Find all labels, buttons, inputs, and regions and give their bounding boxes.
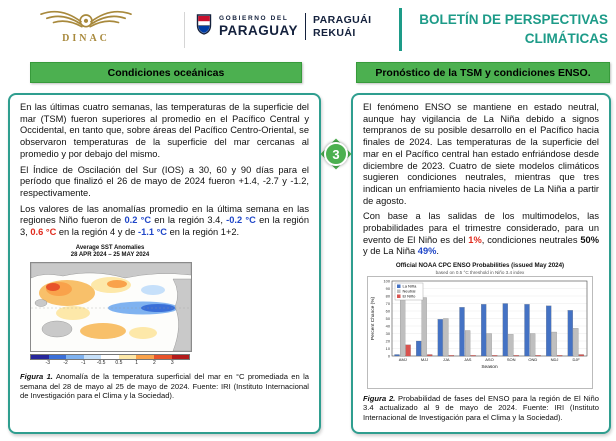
paragraph-enso-probabilities: Con base a las salidas de los multimodel… — [363, 211, 599, 257]
svg-text:OND: OND — [528, 357, 537, 362]
svg-text:Neutral: Neutral — [403, 288, 416, 293]
svg-text:10: 10 — [386, 345, 391, 350]
svg-text:0: 0 — [388, 353, 391, 358]
probability-lanina: 49% — [417, 246, 437, 257]
figure2-enso-chart: Official NOAA CPC ENSO Probabilities (is… — [367, 262, 593, 389]
enso-probability-chart: 0 10 20 30 40 50 60 70 80 90 100 AMJ MJJ JJA JAS ASO SON… — [367, 275, 593, 389]
oceanic-conditions-box: En las últimas cuatro semanas, las tempe… — [8, 93, 321, 434]
gobierno-logo-separator — [305, 13, 307, 40]
svg-text:20: 20 — [386, 338, 391, 343]
figure1-title: Average SST Anomalies 28 APR 2024 – 25 M… — [70, 244, 150, 259]
svg-text:El Niño: El Niño — [403, 293, 417, 298]
svg-text:MJJ: MJJ — [421, 357, 428, 362]
paragraph-nino-anomalies: Los valores de las anomalías promedio en… — [20, 203, 309, 238]
anomaly-value-region12: -1.1 °C — [137, 227, 168, 238]
svg-text:30: 30 — [386, 330, 391, 335]
dinac-wordmark: DINAC — [62, 33, 110, 44]
svg-text:JAS: JAS — [464, 357, 472, 362]
figure2-chart-title: Official NOAA CPC ENSO Probabilities (is… — [395, 262, 565, 270]
dinac-wings-icon — [36, 10, 136, 34]
figure2-chart-subtitle: based on 0.5 °C threshold in Niño 3.4 in… — [435, 269, 525, 275]
paragraph-enso-state: El fenómeno ENSO se mantiene en estado n… — [363, 102, 599, 206]
step-3-badge: 3 — [320, 138, 352, 170]
svg-text:40: 40 — [386, 323, 391, 328]
svg-text:ASO: ASO — [485, 357, 493, 362]
figure1-sst-map: Average SST Anomalies 28 APR 2024 – 25 M… — [30, 244, 192, 367]
sst-colorbar: -3 -2 -1 -0.5 0.5 1 2 3 — [30, 353, 190, 367]
section-header-enso: Pronóstico de la TSM y condiciones ENSO. — [356, 62, 610, 83]
probability-elnino: 1% — [468, 234, 482, 245]
svg-text:50: 50 — [386, 315, 391, 320]
enso-forecast-box: El fenómeno ENSO se mantiene en estado n… — [351, 93, 611, 434]
dinac-logo: DINAC — [36, 5, 136, 44]
svg-text:100: 100 — [384, 278, 391, 283]
section-header-oceanic: Condiciones oceánicas — [30, 62, 302, 83]
paragraph-ios: El Índice de Oscilación del Sur (IOS) a … — [20, 164, 309, 198]
badge-number: 3 — [324, 142, 348, 166]
sst-anomaly-map — [30, 261, 192, 352]
svg-text:80: 80 — [386, 293, 391, 298]
svg-text:AMJ: AMJ — [399, 357, 407, 362]
title-accent-bar — [399, 8, 402, 51]
probability-neutral: 50% — [580, 234, 599, 245]
anomaly-value-region4: 0.6 °C — [30, 227, 57, 238]
anomaly-value-region34: 0.2 °C — [124, 215, 152, 226]
paragraph-tsm: En las últimas cuatro semanas, las tempe… — [20, 102, 309, 159]
paraguay-shield-icon — [196, 13, 212, 40]
gobierno-wordmark-guarani: PARAGUÁI REKUÁI — [313, 14, 372, 39]
svg-text:60: 60 — [386, 308, 391, 313]
svg-text:NDJ: NDJ — [551, 357, 559, 362]
svg-text:70: 70 — [386, 300, 391, 305]
gobierno-wordmark-es: GOBIERNO DEL PARAGUAY — [219, 14, 299, 38]
svg-text:SON: SON — [507, 357, 516, 362]
figure2-caption: Figura 2. Probabilidad de fases del ENSO… — [363, 393, 599, 423]
svg-text:Percent Chance (%): Percent Chance (%) — [370, 296, 376, 340]
svg-text:DJF: DJF — [573, 357, 581, 362]
svg-text:90: 90 — [386, 285, 391, 290]
svg-text:Season: Season — [481, 364, 498, 370]
svg-text:La Niña: La Niña — [403, 283, 418, 288]
header-divider — [184, 12, 185, 48]
anomaly-value-region3: -0.2 °C — [226, 215, 256, 226]
figure1-caption: Figura 1. Anomalía de la temperatura sup… — [20, 371, 309, 401]
gobierno-paraguay-logo: GOBIERNO DEL PARAGUAY PARAGUÁI REKUÁI — [196, 13, 371, 40]
bulletin-title: BOLETÍN DE PERSPECTIVAS CLIMÁTICAS — [419, 12, 608, 46]
header: DINAC GOBIERNO DEL PARAGUAY PARAGUÁI REK… — [0, 0, 616, 58]
svg-text:JJA: JJA — [443, 357, 450, 362]
